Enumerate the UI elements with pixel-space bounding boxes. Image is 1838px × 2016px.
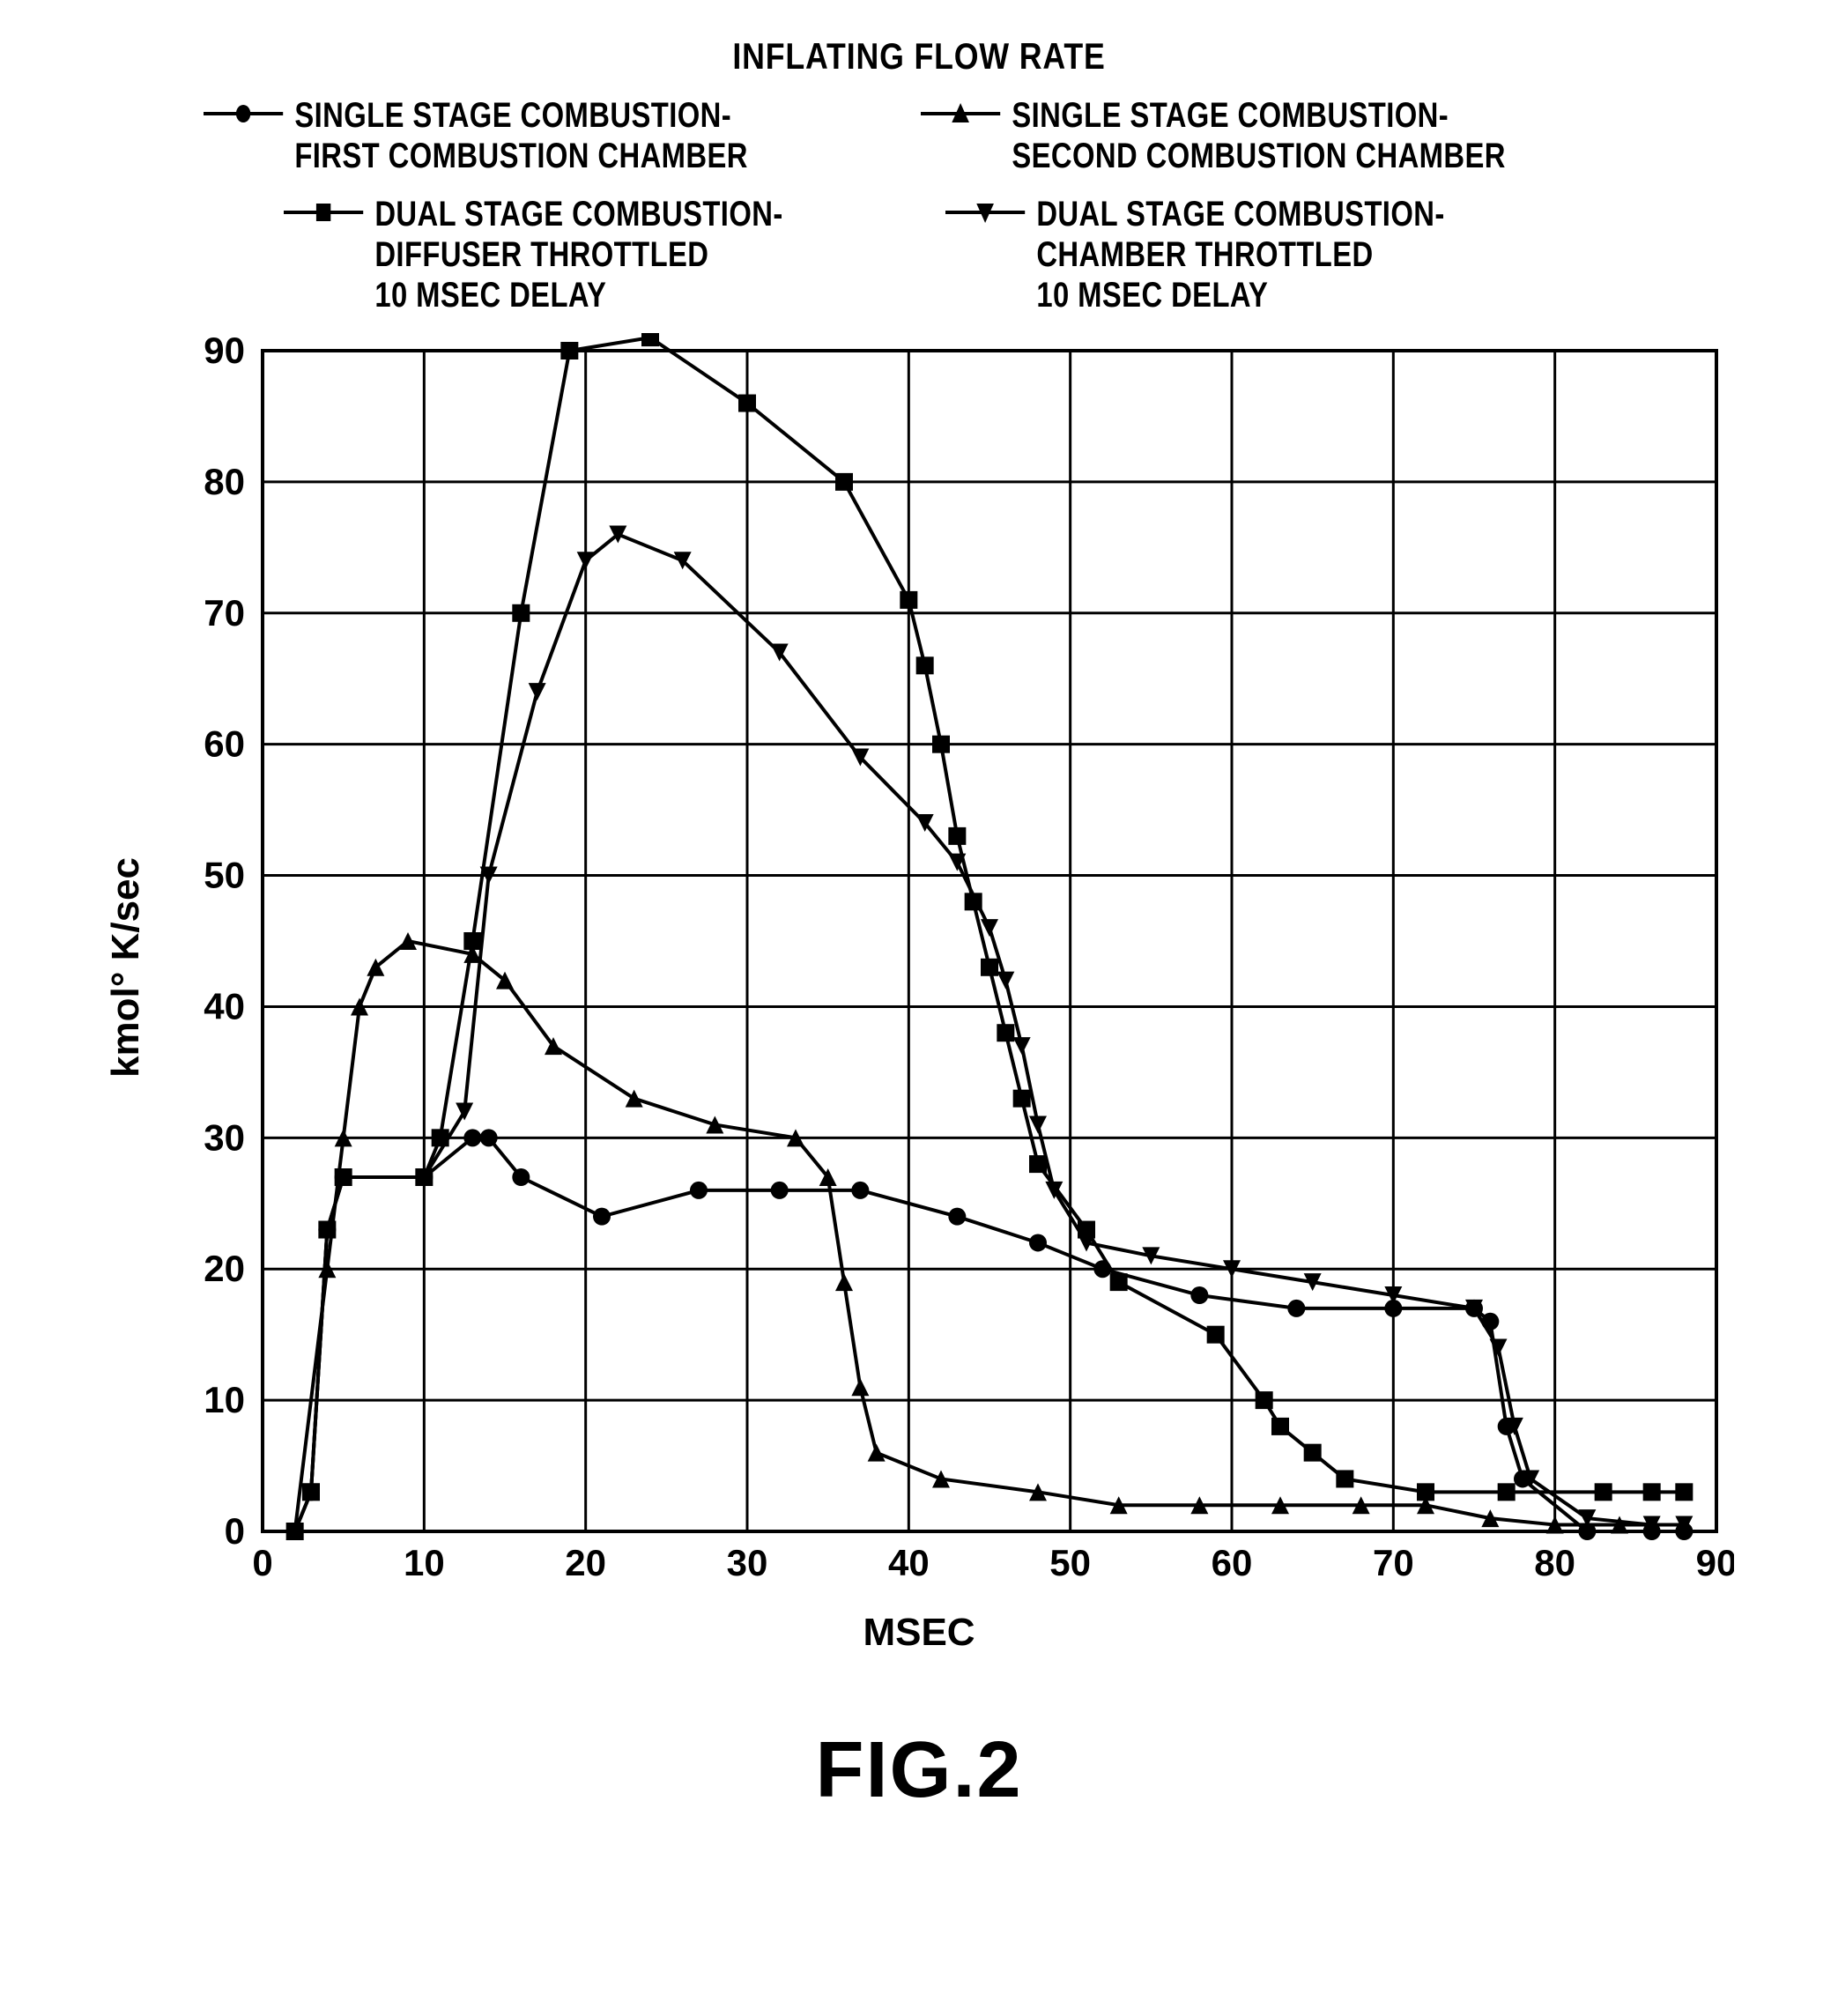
legend-marker-circle: [204, 95, 283, 132]
legend-line: DIFFUSER THROTTLED: [374, 235, 708, 274]
x-axis-label: MSEC: [35, 1611, 1803, 1655]
legend-text-s3: DUAL STAGE COMBUSTION- DIFFUSER THROTTLE…: [374, 194, 782, 315]
svg-text:40: 40: [204, 985, 245, 1027]
legend-item-s1: SINGLE STAGE COMBUSTION- FIRST COMBUSTIO…: [204, 95, 748, 176]
svg-text:30: 30: [204, 1116, 245, 1158]
legend-marker-triangle-up: [921, 95, 1000, 132]
svg-text:70: 70: [204, 592, 245, 634]
svg-text:80: 80: [204, 461, 245, 502]
svg-text:20: 20: [204, 1248, 245, 1289]
legend-line: 10 MSEC DELAY: [374, 276, 606, 315]
figure-label: FIG.2: [35, 1725, 1803, 1816]
svg-text:0: 0: [225, 1510, 245, 1552]
svg-text:60: 60: [204, 723, 245, 765]
svg-text:50: 50: [1049, 1542, 1091, 1583]
legend-line: SINGLE STAGE COMBUSTION-: [295, 96, 732, 135]
svg-text:10: 10: [204, 1379, 245, 1420]
chart-wrap: kmol° K/sec 0 10 20 30 40 50 60 70 80 90 0 10 20 30 40…: [35, 333, 1803, 1602]
legend-row-1: SINGLE STAGE COMBUSTION- FIRST COMBUSTIO…: [35, 95, 1803, 176]
svg-text:20: 20: [565, 1542, 606, 1583]
y-axis-label: kmol° K/sec: [104, 857, 148, 1078]
legend-line: DUAL STAGE COMBUSTION-: [1036, 195, 1444, 233]
svg-text:40: 40: [888, 1542, 930, 1583]
chart-title: INFLATING FLOW RATE: [167, 35, 1670, 78]
legend-line: 10 MSEC DELAY: [1036, 276, 1268, 315]
legend-line: SECOND COMBUSTION CHAMBER: [1012, 137, 1506, 175]
svg-text:90: 90: [204, 333, 245, 371]
legend-item-s2: SINGLE STAGE COMBUSTION- SECOND COMBUSTI…: [921, 95, 1506, 176]
svg-text:60: 60: [1212, 1542, 1253, 1583]
svg-text:80: 80: [1534, 1542, 1575, 1583]
legend-text-s1: SINGLE STAGE COMBUSTION- FIRST COMBUSTIO…: [295, 95, 749, 176]
legend-row-2: DUAL STAGE COMBUSTION- DIFFUSER THROTTLE…: [35, 194, 1803, 315]
svg-text:0: 0: [252, 1542, 272, 1583]
plot-area: 0 10 20 30 40 50 60 70 80 90 0 10 20 30 40 50 60 70 80 90: [166, 333, 1734, 1602]
svg-text:90: 90: [1696, 1542, 1734, 1583]
legend-text-s2: SINGLE STAGE COMBUSTION- SECOND COMBUSTI…: [1012, 95, 1506, 176]
svg-text:30: 30: [727, 1542, 768, 1583]
legend-item-s4: DUAL STAGE COMBUSTION- CHAMBER THROTTLED…: [945, 194, 1445, 315]
svg-text:50: 50: [204, 855, 245, 896]
legend-line: FIRST COMBUSTION CHAMBER: [295, 137, 749, 175]
svg-text:70: 70: [1373, 1542, 1414, 1583]
legend-item-s3: DUAL STAGE COMBUSTION- DIFFUSER THROTTLE…: [284, 194, 783, 315]
svg-text:10: 10: [404, 1542, 445, 1583]
legend-line: CHAMBER THROTTLED: [1036, 235, 1373, 274]
legend-marker-square: [284, 194, 363, 231]
legend-text-s4: DUAL STAGE COMBUSTION- CHAMBER THROTTLED…: [1036, 194, 1444, 315]
legend-line: DUAL STAGE COMBUSTION-: [374, 195, 782, 233]
legend-marker-triangle-down: [945, 194, 1025, 231]
figure-container: INFLATING FLOW RATE SINGLE STAGE COMBUST…: [35, 35, 1803, 1816]
legend-line: SINGLE STAGE COMBUSTION-: [1012, 96, 1449, 135]
